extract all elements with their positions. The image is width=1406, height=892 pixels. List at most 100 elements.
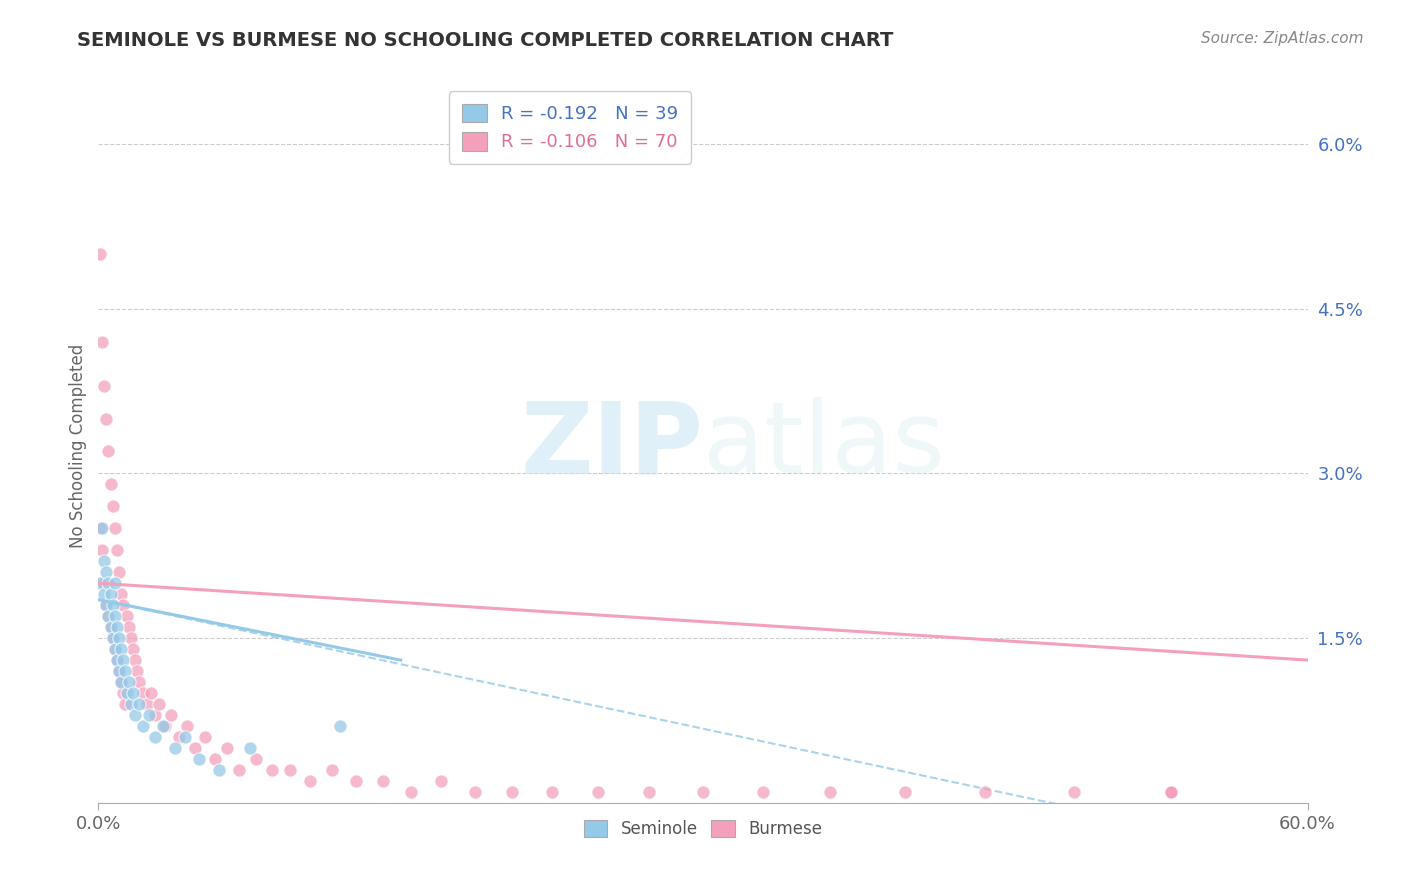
Point [176,719,198,733]
Point [103,521,125,535]
Point [91,521,114,535]
Point [89,247,111,261]
Point [153,719,176,733]
Point [111,598,134,612]
Point [91,334,114,349]
Point [278,763,301,777]
Point [208,763,231,777]
Point [89,576,111,591]
Point [1160,785,1182,799]
Point [97,576,120,591]
Point [100,587,122,601]
Point [101,631,124,645]
Point [105,653,128,667]
Point [107,664,129,678]
Point [167,730,190,744]
Point [138,708,160,723]
Point [97,609,120,624]
Point [110,675,132,690]
Point [188,752,211,766]
Point [1160,785,1182,799]
Point [399,785,422,799]
Point [217,740,239,755]
Point [124,708,146,723]
Point [128,697,150,711]
Point [143,730,166,744]
Point [974,785,997,799]
Point [143,708,166,723]
Point [329,719,352,733]
Point [96,566,118,580]
Point [107,566,129,580]
Text: Source: ZipAtlas.com: Source: ZipAtlas.com [1201,31,1364,46]
Point [637,785,659,799]
Text: atlas: atlas [703,398,945,494]
Point [1160,785,1182,799]
Point [103,642,125,657]
Point [97,444,120,458]
Point [228,763,250,777]
Point [321,763,343,777]
Point [114,697,136,711]
Point [132,686,155,700]
Point [89,521,111,535]
Point [1160,785,1182,799]
Point [93,378,115,392]
Point [540,785,562,799]
Point [107,631,129,645]
Point [184,740,207,755]
Point [107,664,129,678]
Point [501,785,523,799]
Point [124,653,146,667]
Point [371,773,394,788]
Point [93,576,115,591]
Point [121,686,143,700]
Point [101,631,124,645]
Point [135,697,157,711]
Point [120,631,142,645]
Point [96,598,118,612]
Point [103,642,125,657]
Point [344,773,367,788]
Point [105,620,128,634]
Point [103,576,125,591]
Point [299,773,322,788]
Point [464,785,486,799]
Point [110,642,132,657]
Point [115,609,138,624]
Point [111,653,134,667]
Point [120,697,142,711]
Point [148,697,170,711]
Point [110,675,132,690]
Point [114,664,136,678]
Point [245,752,267,766]
Y-axis label: No Schooling Completed: No Schooling Completed [69,344,87,548]
Point [105,543,128,558]
Text: SEMINOLE VS BURMESE NO SCHOOLING COMPLETED CORRELATION CHART: SEMINOLE VS BURMESE NO SCHOOLING COMPLET… [77,31,894,50]
Point [174,730,197,744]
Point [93,554,115,568]
Point [204,752,226,766]
Point [105,653,128,667]
Point [132,719,155,733]
Point [111,686,134,700]
Point [101,500,124,514]
Point [586,785,609,799]
Point [194,730,217,744]
Point [100,477,122,491]
Point [110,587,132,601]
Point [118,620,141,634]
Point [430,773,453,788]
Point [1063,785,1085,799]
Point [115,686,138,700]
Point [692,785,714,799]
Point [163,740,186,755]
Point [91,543,114,558]
Point [128,675,150,690]
Point [139,686,162,700]
Point [93,587,115,601]
Point [160,708,183,723]
Point [125,664,148,678]
Point [96,411,118,425]
Point [103,609,125,624]
